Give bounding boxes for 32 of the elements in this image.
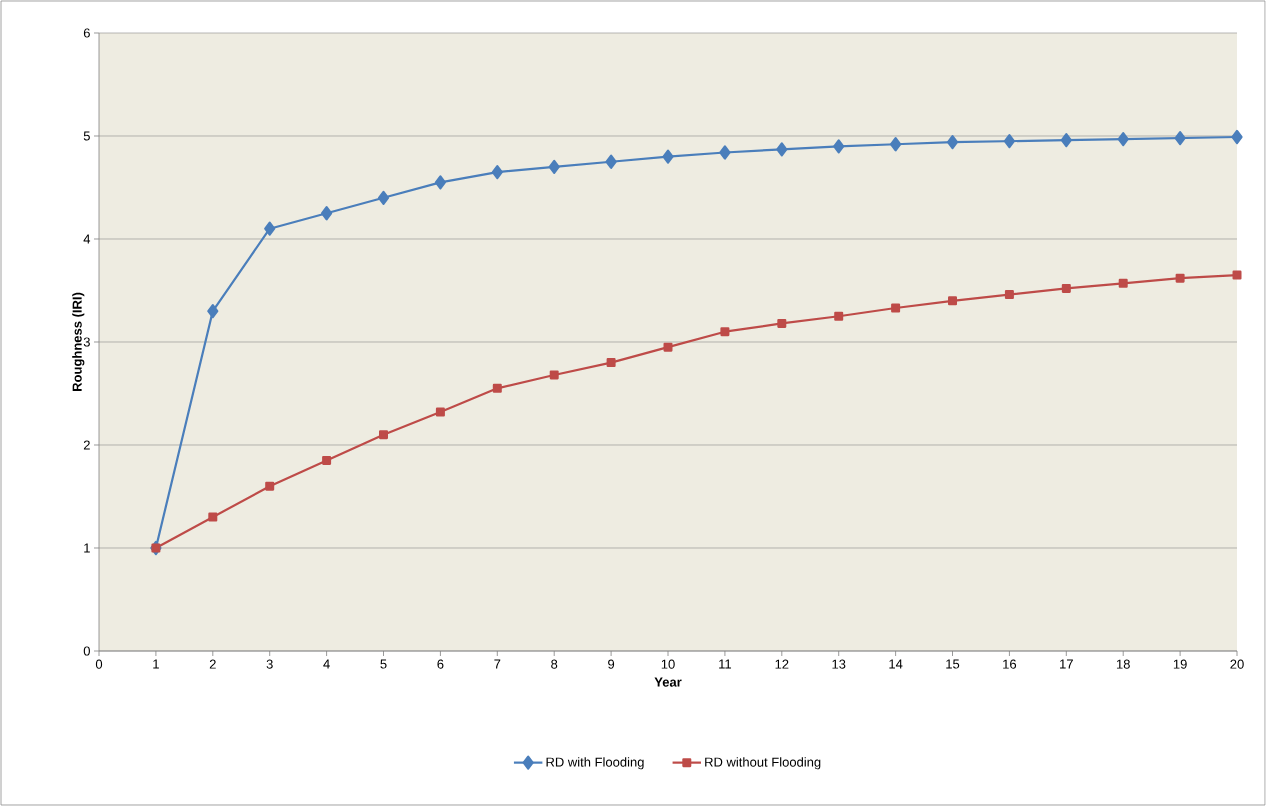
x-tick-label: 6 <box>437 659 444 669</box>
x-tick-label: 8 <box>551 659 558 669</box>
x-tick-label: 2 <box>209 659 216 669</box>
x-tick-label: 3 <box>266 659 273 669</box>
x-tick-label: 15 <box>946 659 960 669</box>
legend-label: RD with Flooding <box>546 757 644 770</box>
x-tick-label: 18 <box>1116 659 1130 669</box>
y-tick-label: 2 <box>83 440 90 450</box>
y-tick-label: 3 <box>83 337 90 347</box>
x-tick-label: 12 <box>775 659 789 669</box>
y-tick-label: 6 <box>83 28 90 38</box>
legend-label: RD without Flooding <box>705 757 821 770</box>
x-tick-label: 4 <box>323 659 330 669</box>
x-tick-label: 11 <box>719 659 732 669</box>
x-axis-title: Year <box>654 677 682 687</box>
y-tick-label: 1 <box>84 543 90 553</box>
x-tick-label: 16 <box>1003 659 1017 669</box>
y-tick-label: 4 <box>83 234 91 244</box>
x-tick-label: 13 <box>832 659 846 669</box>
x-tick-label: 20 <box>1230 659 1244 669</box>
x-tick-label: 9 <box>608 659 615 669</box>
y-tick-label: 0 <box>83 646 90 656</box>
y-tick-label: 5 <box>83 131 90 141</box>
x-tick-label: 0 <box>95 659 103 669</box>
x-tick-label: 1 <box>153 659 159 669</box>
x-tick-label: 10 <box>661 659 675 669</box>
x-tick-label: 17 <box>1060 659 1073 669</box>
x-tick-label: 14 <box>889 659 903 669</box>
x-tick-label: 19 <box>1173 659 1187 669</box>
x-tick-label: 5 <box>380 659 387 669</box>
y-axis-title: Roughness (IRI) <box>72 292 85 391</box>
x-tick-label: 7 <box>494 659 501 669</box>
